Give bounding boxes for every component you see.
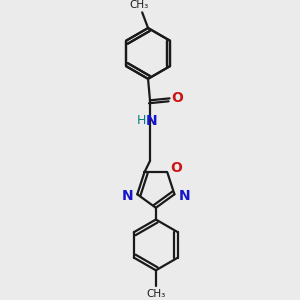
Text: N: N: [146, 114, 158, 128]
Text: O: O: [171, 92, 183, 105]
Text: CH₃: CH₃: [146, 289, 166, 299]
Text: O: O: [170, 160, 182, 175]
Text: N: N: [178, 189, 190, 203]
Text: H: H: [136, 114, 146, 127]
Text: CH₃: CH₃: [130, 0, 149, 10]
Text: N: N: [122, 189, 133, 203]
